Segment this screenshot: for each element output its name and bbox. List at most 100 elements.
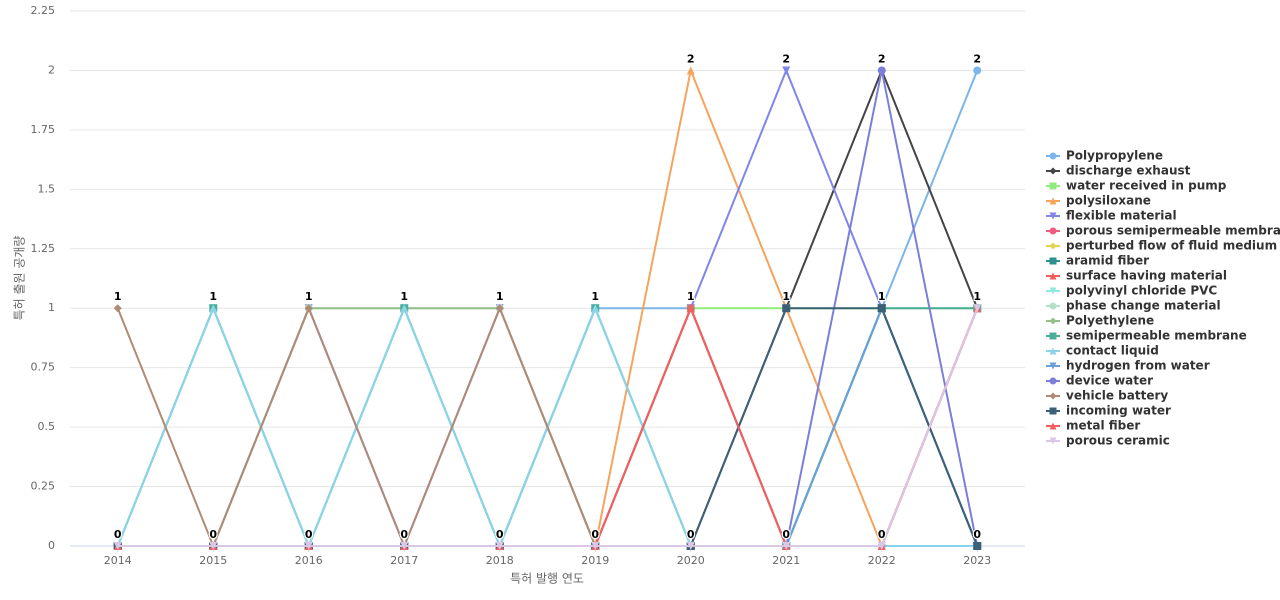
legend-item[interactable]: polyvinyl chloride PVC <box>1046 284 1217 298</box>
y-axis-title: 특허 출원 공개량 <box>13 236 27 321</box>
legend-item[interactable]: Polyethylene <box>1046 314 1154 328</box>
legend-item[interactable]: aramid fiber <box>1046 254 1149 268</box>
legend-text: contact liquid <box>1066 344 1159 358</box>
legend-item[interactable]: Polypropylene <box>1046 149 1163 163</box>
marker <box>782 304 791 313</box>
data-label: 1 <box>209 290 217 303</box>
data-label: 0 <box>400 528 408 541</box>
data-label: 1 <box>591 290 599 303</box>
legend-item[interactable]: semipermeable membrane <box>1046 329 1247 343</box>
legend-item[interactable]: discharge exhaust <box>1046 164 1191 178</box>
legend-item[interactable]: water received in pump <box>1046 179 1227 193</box>
legend-item[interactable]: phase change material <box>1046 299 1221 313</box>
legend-item[interactable]: device water <box>1046 374 1153 388</box>
data-label: 0 <box>209 528 217 541</box>
data-label: 0 <box>496 528 504 541</box>
marker <box>686 66 695 75</box>
data-label: 0 <box>496 528 504 541</box>
data-label: 1 <box>973 290 981 303</box>
data-label: 1 <box>687 290 695 303</box>
series-line <box>117 307 979 547</box>
data-label: 0 <box>782 528 790 541</box>
x-axis-title: 특허 발행 연도 <box>510 571 584 586</box>
data-label: 0 <box>209 528 217 541</box>
data-label: 0 <box>496 528 504 541</box>
legend-item[interactable]: polysiloxane <box>1046 194 1151 208</box>
legend-item[interactable]: metal fiber <box>1046 419 1140 433</box>
data-label: 1 <box>973 290 981 303</box>
data-label: 0 <box>591 528 599 541</box>
data-label: 1 <box>591 290 599 303</box>
marker <box>304 304 313 313</box>
data-label: 1 <box>973 290 981 303</box>
data-label: 0 <box>591 528 599 541</box>
data-label: 0 <box>782 528 790 541</box>
data-label: 0 <box>305 528 313 541</box>
legend-item[interactable]: contact liquid <box>1046 344 1159 358</box>
data-label: 0 <box>687 528 695 541</box>
data-label: 0 <box>400 528 408 541</box>
data-label: 0 <box>400 528 408 541</box>
legend-text: semipermeable membrane <box>1066 329 1247 343</box>
data-label: 1 <box>687 290 695 303</box>
data-label: 1 <box>782 290 790 303</box>
data-label: 0 <box>496 528 504 541</box>
data-label: 0 <box>591 528 599 541</box>
legend-text: vehicle battery <box>1066 389 1168 403</box>
data-label: 1 <box>591 290 599 303</box>
data-label: 0 <box>782 528 790 541</box>
data-label: 0 <box>591 528 599 541</box>
data-label: 0 <box>878 528 886 541</box>
marker <box>209 542 218 550</box>
data-label: 0 <box>878 528 886 541</box>
data-label: 0 <box>496 528 504 541</box>
y-tick-label: 1.5 <box>38 182 56 195</box>
legend-item[interactable]: vehicle battery <box>1046 389 1168 403</box>
marker <box>782 66 791 75</box>
legend-text: discharge exhaust <box>1066 164 1191 178</box>
data-label: 0 <box>782 528 790 541</box>
legend-text: phase change material <box>1066 299 1221 313</box>
legend-item[interactable]: hydrogen from water <box>1046 359 1210 373</box>
marker <box>1049 362 1057 370</box>
x-tick-label: 2014 <box>104 554 132 567</box>
data-label: 1 <box>878 290 886 303</box>
data-label: 1 <box>973 290 981 303</box>
data-label: 0 <box>305 528 313 541</box>
data-label: 0 <box>496 528 504 541</box>
marker <box>1049 377 1057 385</box>
marker <box>973 542 982 550</box>
marker <box>973 66 982 75</box>
marker <box>1049 287 1057 295</box>
y-tick-label: 0.75 <box>31 361 56 374</box>
legend-item[interactable]: flexible material <box>1046 209 1177 223</box>
legend-item[interactable]: incoming water <box>1046 404 1171 418</box>
y-tick-label: 1 <box>48 301 55 314</box>
legend-item[interactable]: perturbed flow of fluid medium <box>1046 239 1277 253</box>
data-label: 0 <box>973 528 981 541</box>
data-label: 0 <box>782 528 790 541</box>
data-label: 1 <box>400 290 408 303</box>
data-label: 1 <box>305 290 313 303</box>
data-label: 0 <box>305 528 313 541</box>
marker <box>495 304 504 313</box>
legend-item[interactable]: porous ceramic <box>1046 434 1170 448</box>
data-label: 0 <box>591 528 599 541</box>
data-label: 0 <box>591 528 599 541</box>
data-label: 0 <box>400 528 408 541</box>
data-label: 0 <box>782 528 790 541</box>
marker <box>304 542 313 550</box>
data-label: 0 <box>687 528 695 541</box>
data-label: 0 <box>305 528 313 541</box>
data-label: 0 <box>878 528 886 541</box>
marker <box>973 304 982 313</box>
data-label: 1 <box>687 290 695 303</box>
data-label: 0 <box>305 528 313 541</box>
marker <box>591 542 600 550</box>
data-label: 0 <box>878 528 886 541</box>
data-label: 0 <box>591 528 599 541</box>
legend-item[interactable]: porous semipermeable membrane <box>1046 224 1280 238</box>
data-label: 1 <box>496 290 504 303</box>
legend-item[interactable]: surface having material <box>1046 269 1227 283</box>
